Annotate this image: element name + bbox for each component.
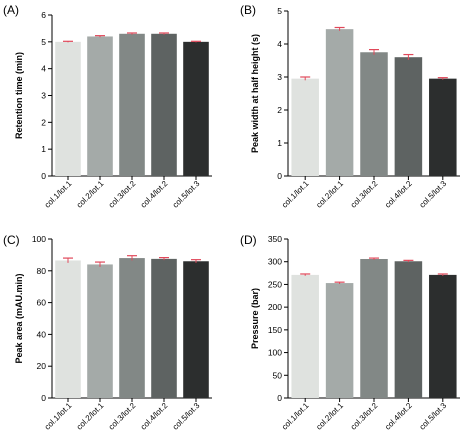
y-tick-label: 3 bbox=[41, 91, 46, 101]
x-tick-label: col.2/lot.1 bbox=[314, 179, 345, 210]
y-tick-label: 1 bbox=[277, 138, 282, 148]
y-tick-label: 4 bbox=[277, 39, 282, 49]
y-tick-label: 4 bbox=[41, 64, 46, 74]
bar bbox=[291, 274, 319, 398]
x-tick-label: col.4/lot.2 bbox=[383, 179, 414, 210]
x-tick-label: col.3/lot.2 bbox=[349, 401, 380, 432]
y-tick-label: 300 bbox=[268, 257, 282, 267]
x-tick-label: col.1/lot.1 bbox=[43, 179, 74, 210]
x-tick-label: col.5/lot.3 bbox=[171, 179, 202, 210]
x-tick-label: col.4/lot.2 bbox=[139, 401, 170, 432]
panel-label: (A) bbox=[3, 3, 19, 17]
y-tick-label: 1 bbox=[41, 144, 46, 154]
panel-label: (B) bbox=[240, 3, 256, 17]
x-tick-label: col.1/lot.1 bbox=[43, 401, 74, 432]
x-tick-label: col.3/lot.2 bbox=[349, 179, 380, 210]
y-tick-label: 100 bbox=[268, 348, 282, 358]
y-tick-label: 250 bbox=[268, 279, 282, 289]
y-tick-label: 50 bbox=[273, 370, 283, 380]
x-tick-label: col.2/lot.1 bbox=[75, 401, 106, 432]
y-tick-label: 0 bbox=[277, 393, 282, 403]
bar bbox=[151, 258, 177, 398]
y-axis-label: Retention time (min) bbox=[14, 52, 24, 139]
chart-panel-2: (B) Peak width at half height (s) 0 1 2 3 4 5 co… bbox=[240, 3, 460, 210]
bar bbox=[291, 78, 319, 176]
bar bbox=[151, 33, 177, 177]
x-tick-label: col.4/lot.2 bbox=[383, 401, 414, 432]
bar bbox=[325, 29, 354, 177]
y-tick-label: 60 bbox=[37, 298, 47, 308]
bar bbox=[429, 78, 457, 176]
y-tick-label: 40 bbox=[37, 329, 47, 339]
y-tick-label: 200 bbox=[268, 302, 282, 312]
y-axis-label: Pressure (bar) bbox=[250, 288, 260, 349]
x-tick-label: col.1/lot.1 bbox=[280, 401, 311, 432]
bar bbox=[394, 261, 423, 398]
x-tick-label: col.5/lot.3 bbox=[171, 401, 202, 432]
y-axis-label: Peak width at half height (s) bbox=[250, 34, 260, 153]
chart-panel-4: (D) Pressure (bar) 0 50 100 150 200 250 300 350 co… bbox=[240, 233, 460, 432]
y-tick-label: 20 bbox=[37, 361, 47, 371]
bar bbox=[183, 261, 209, 398]
bar bbox=[360, 258, 388, 398]
panel-label: (D) bbox=[240, 233, 257, 247]
panel-label: (C) bbox=[3, 233, 20, 247]
chart-panel-3: (C) Peak area (mAU.min) 0 20 40 60 80 100 col.1/… bbox=[3, 233, 212, 432]
y-tick-label: 350 bbox=[268, 234, 282, 244]
chart-panel-1: (A) Retention time (min) 0 1 2 3 4 5 6 col.1/lot.… bbox=[3, 3, 212, 210]
y-axis-label: Peak area (mAU.min) bbox=[14, 273, 24, 363]
bar bbox=[55, 41, 81, 177]
y-tick-label: 5 bbox=[41, 37, 46, 47]
y-tick-label: 3 bbox=[277, 72, 282, 82]
y-tick-label: 0 bbox=[277, 171, 282, 181]
x-tick-label: col.5/lot.3 bbox=[418, 401, 449, 432]
x-tick-label: col.5/lot.3 bbox=[418, 179, 449, 210]
y-tick-label: 2 bbox=[277, 105, 282, 115]
bar bbox=[360, 52, 388, 176]
bar bbox=[119, 33, 145, 177]
bar bbox=[394, 57, 423, 177]
bar bbox=[325, 283, 354, 398]
x-tick-label: col.3/lot.2 bbox=[107, 179, 138, 210]
y-tick-label: 5 bbox=[277, 6, 282, 16]
y-tick-label: 80 bbox=[37, 266, 47, 276]
bar bbox=[55, 260, 81, 398]
x-tick-label: col.1/lot.1 bbox=[280, 179, 311, 210]
x-tick-label: col.3/lot.2 bbox=[107, 401, 138, 432]
y-tick-label: 6 bbox=[41, 10, 46, 20]
bar bbox=[87, 36, 113, 176]
y-tick-label: 150 bbox=[268, 325, 282, 335]
y-tick-label: 100 bbox=[32, 234, 46, 244]
x-tick-label: col.4/lot.2 bbox=[139, 179, 170, 210]
bar bbox=[183, 41, 209, 177]
x-tick-label: col.2/lot.1 bbox=[314, 401, 345, 432]
x-tick-label: col.2/lot.1 bbox=[75, 179, 106, 210]
y-tick-label: 0 bbox=[41, 393, 46, 403]
bar bbox=[119, 258, 145, 398]
y-tick-label: 0 bbox=[41, 171, 46, 181]
bar bbox=[87, 264, 113, 398]
bar bbox=[429, 274, 457, 398]
y-tick-label: 2 bbox=[41, 117, 46, 127]
